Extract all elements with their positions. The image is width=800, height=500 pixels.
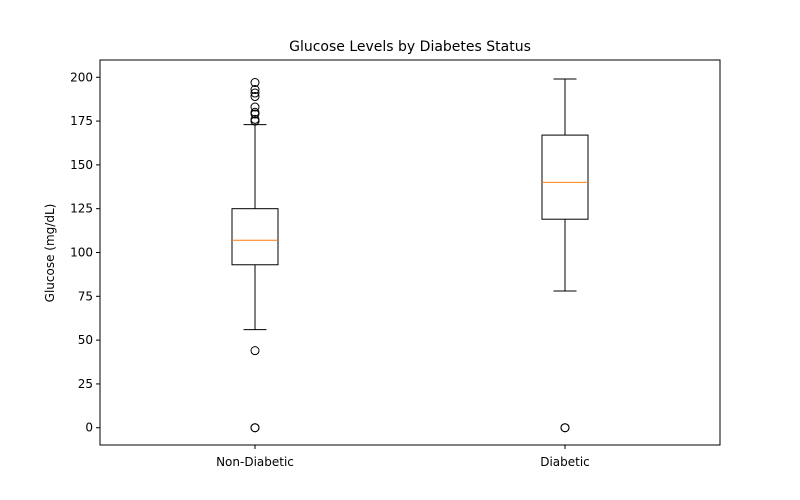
outlier-point <box>250 88 260 98</box>
y-tick-label: 200 <box>70 70 93 84</box>
outlier-point <box>250 107 260 117</box>
y-tick-label: 0 <box>85 421 93 435</box>
chart-title: Glucose Levels by Diabetes Status <box>289 39 531 55</box>
box-iqr <box>541 134 589 220</box>
y-tick-label: 75 <box>78 289 93 303</box>
outlier-point <box>250 114 260 124</box>
y-tick-label: 175 <box>70 114 93 128</box>
outlier-point <box>250 423 260 433</box>
y-tick-label: 150 <box>70 158 93 172</box>
outlier-point <box>560 423 570 433</box>
y-tick-label: 25 <box>78 377 93 391</box>
x-tick-label: Non-Diabetic <box>216 455 294 469</box>
y-tick-label: 50 <box>78 333 93 347</box>
box-iqr <box>231 208 279 266</box>
outlier-point <box>250 85 260 95</box>
x-tick-label: Diabetic <box>540 455 590 469</box>
y-axis-label: Glucose (mg/dL) <box>43 204 57 303</box>
outlier-point <box>250 92 260 102</box>
outlier-point <box>250 102 260 112</box>
outlier-point <box>250 346 260 356</box>
outlier-point <box>250 78 260 88</box>
axes-frame <box>99 59 721 446</box>
plot-area: 0 25 50 75 100 125 150 175 200 Non-Diabetic Diabet… <box>70 70 590 469</box>
y-tick-label: 125 <box>70 202 93 216</box>
y-tick-label: 100 <box>70 246 93 260</box>
